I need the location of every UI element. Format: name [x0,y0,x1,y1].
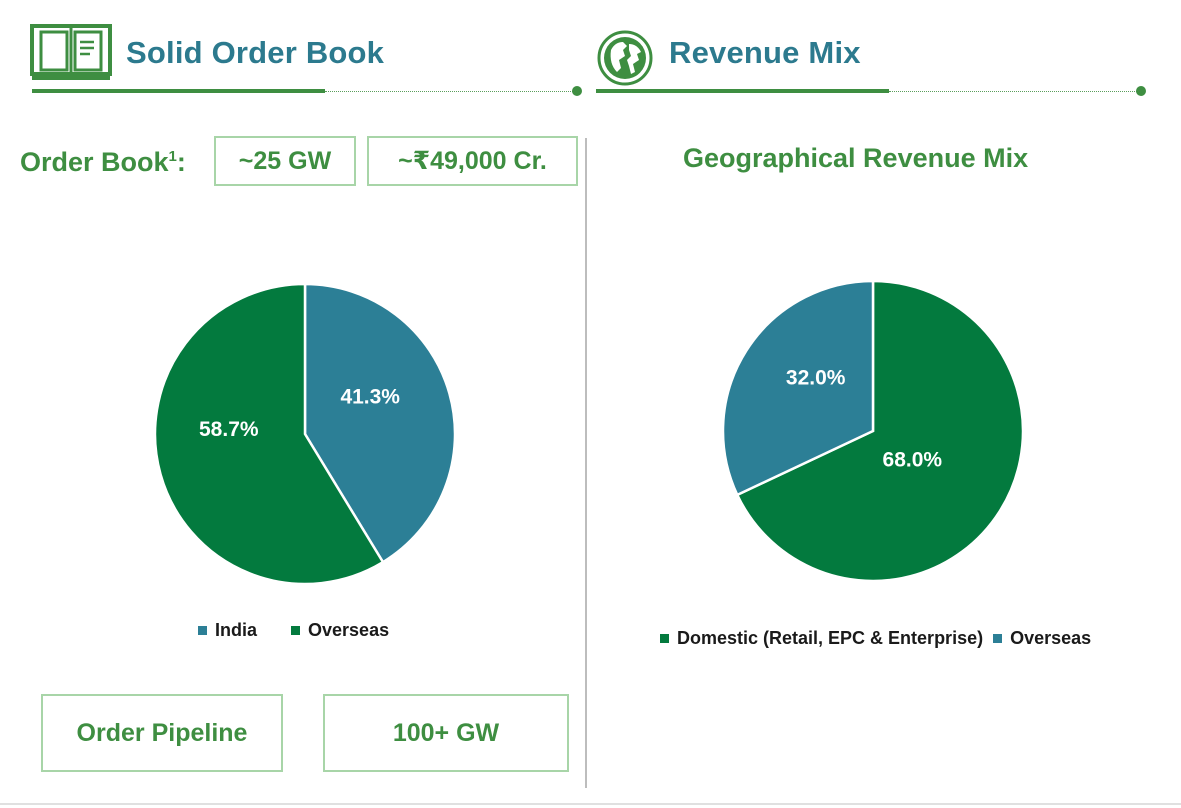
header-rule-left-end [572,86,582,96]
legend-label-overseas-revenue: Overseas [1010,628,1092,648]
legend-item-overseas-revenue: Overseas [993,628,1091,649]
legend-item-india: India [198,620,257,641]
header-rule-left [32,89,325,93]
section-title-revenue-mix: Revenue Mix [669,35,861,70]
globe-icon [597,30,653,86]
legend-item-domestic: Domestic (Retail, EPC & Enterprise) [660,628,983,649]
header-rule-right-end [1136,86,1146,96]
revenue-mix-legend: Domestic (Retail, EPC & Enterprise) Over… [660,628,1091,649]
header-rule-right [596,89,889,93]
legend-label-overseas: Overseas [308,620,390,640]
geographical-revenue-mix-heading: Geographical Revenue Mix [683,143,1029,173]
section-divider [585,138,587,788]
order-book-value-box: ~₹49,000 Cr. [367,136,578,186]
legend-swatch-overseas [291,626,301,635]
revenue-mix-pie-label-1: 32.0% [786,366,846,389]
order-book-label-text: Order Book [20,147,169,177]
order-book-footnote-marker: 1 [168,148,177,165]
order-book-colon: : [176,147,186,177]
legend-swatch-overseas-revenue [993,634,1003,643]
footer-line [0,803,1181,805]
legend-item-overseas: Overseas [291,620,389,641]
order-book-pie-label-0: 41.3% [340,385,400,408]
revenue-mix-pie-chart: 68.0% 32.0% [721,279,1025,583]
order-book-pie-label-1: 58.7% [199,418,259,441]
order-pipeline-label-box: Order Pipeline [41,694,283,772]
header-rule-right-dotted [889,91,1139,92]
order-book-capacity-box: ~25 GW [214,136,356,186]
legend-label-domestic: Domestic (Retail, EPC & Enterprise) [677,628,984,648]
revenue-mix-pie-label-0: 68.0% [883,449,943,472]
order-book-pie-slice-0 [303,282,457,564]
header-rule-left-dotted [325,91,575,92]
legend-swatch-india [198,626,207,635]
revenue-mix-pie-slice-0 [735,279,1025,583]
revenue-mix-pie-slice-1 [721,279,875,497]
section-title-order-book: Solid Order Book [126,35,385,70]
order-book-pie-slice-1 [153,282,385,586]
order-pipeline-value-box: 100+ GW [323,694,569,772]
order-book-label: Order Book1: [20,147,186,178]
legend-label-india: India [215,620,258,640]
book-icon [30,24,112,82]
order-book-legend: India Overseas [198,620,389,641]
legend-swatch-domestic [660,634,669,643]
order-book-pie-chart: 41.3% 58.7% [153,282,457,586]
